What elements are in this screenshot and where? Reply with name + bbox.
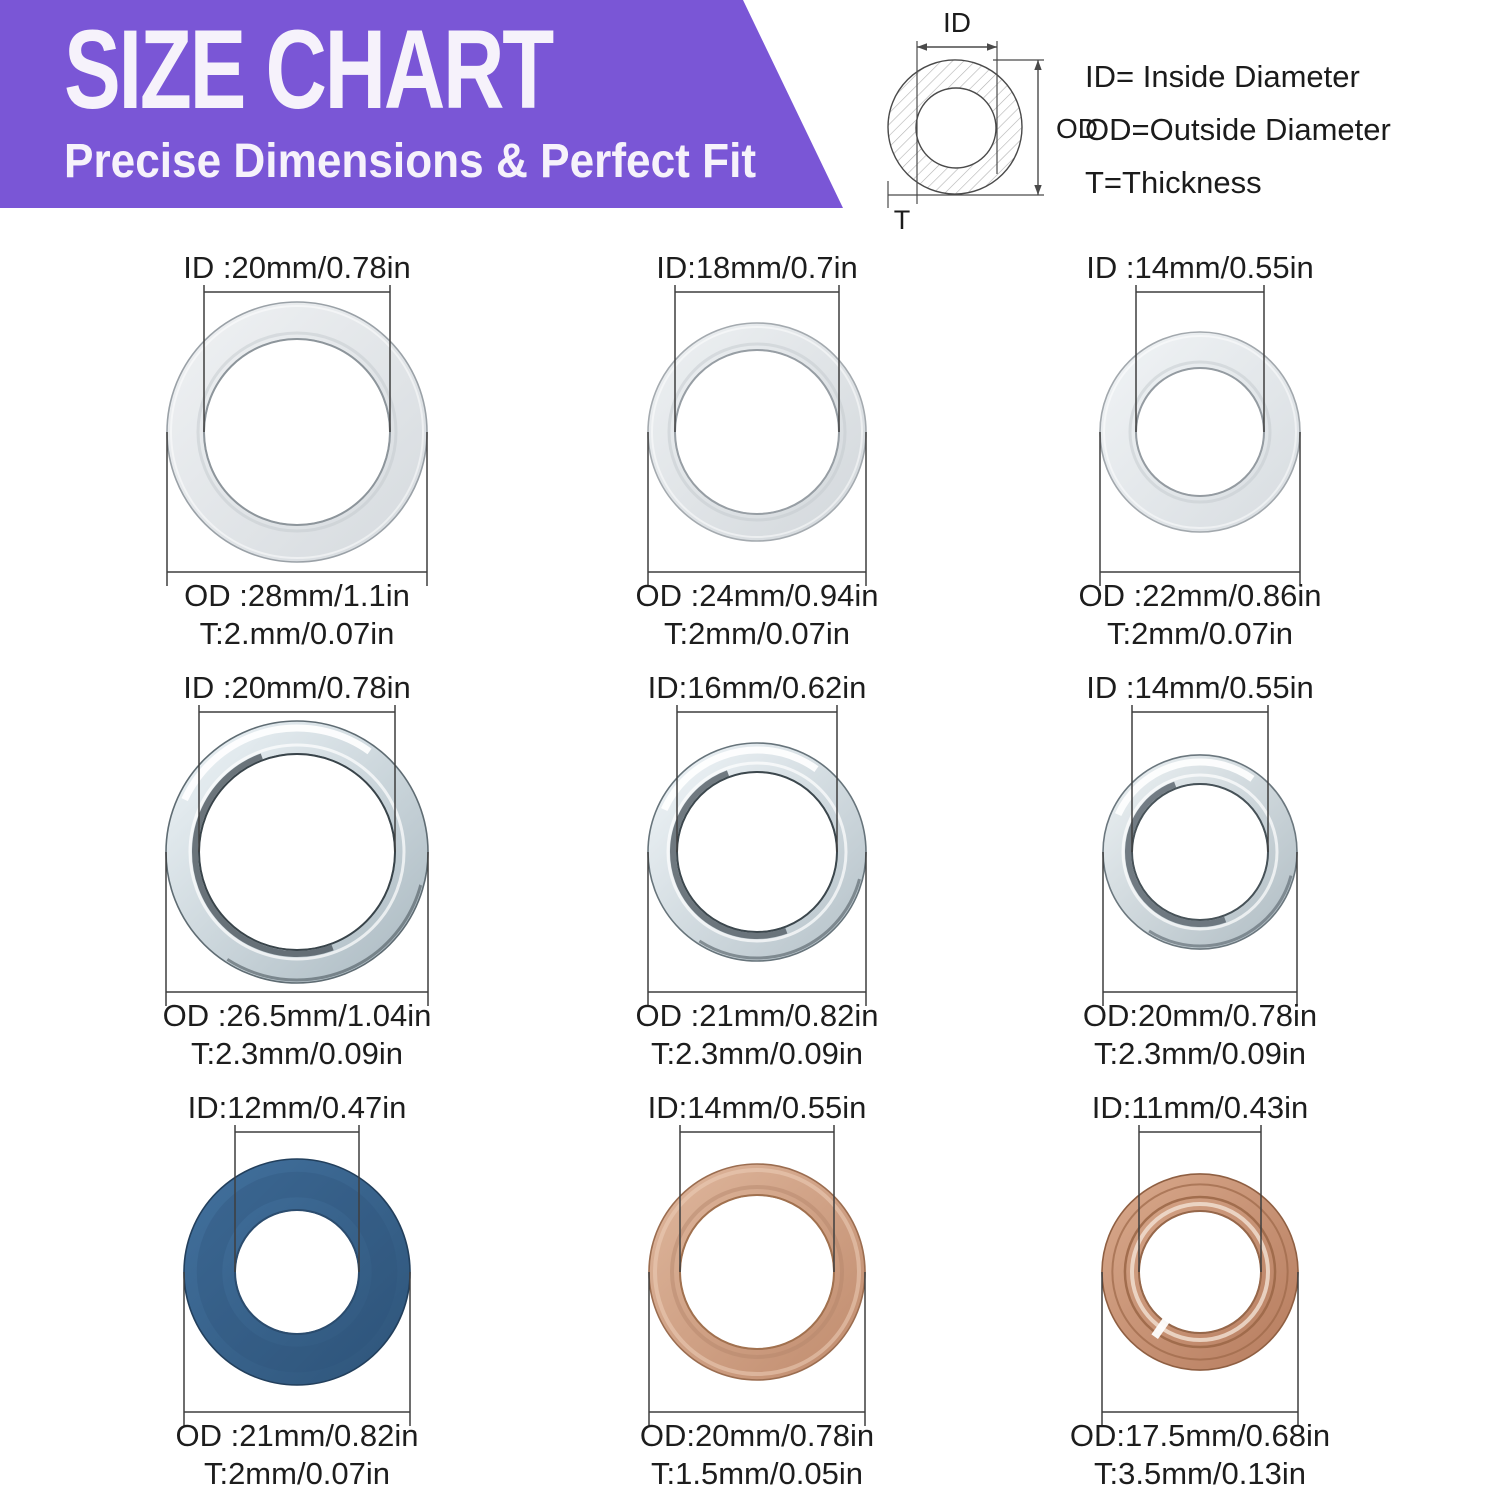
od-dimension-label: OD:17.5mm/0.68in [1069,1418,1331,1453]
diagram-od-label: OD [1056,113,1098,144]
id-dimension-label: ID:16mm/0.62in [647,670,867,705]
legend-inside-diameter: ID= Inside Diameter [1085,59,1360,94]
dimension-legend: ID= Inside Diameter OD=Outside Diameter … [1085,50,1391,209]
id-dimension-label: ID :14mm/0.55in [1086,250,1314,285]
od-dimension-label: OD :22mm/0.86in [1078,578,1322,613]
washer-graphic [183,1158,411,1386]
washer-graphic [1102,754,1298,950]
thickness-label: T:2mm/0.07in [1106,616,1294,651]
od-dimension-label: OD :24mm/0.94in [635,578,879,613]
dimension-lines [647,285,867,586]
dimension-lines [1099,285,1301,586]
washer-item-2: ID:18mm/0.7in OD :24mm/0.94in T:2mm/0.07… [527,240,987,656]
washer-image-2 [647,285,867,586]
washer-item-7: ID:12mm/0.47in OD :21mm/0.82in T:2mm/0.0… [67,1080,527,1496]
washer-graphic [166,301,428,563]
washer-item-1: ID :20mm/0.78in OD :28mm/1.1in T:2.mm/0.… [67,240,527,656]
od-dimension-label: OD:20mm/0.78in [1082,998,1318,1033]
thickness-label: T:2mm/0.07in [203,1456,391,1491]
dimension-lines [183,1125,411,1426]
page-title: SIZE CHART [64,7,554,132]
od-dimension-label: OD :28mm/1.1in [184,578,410,613]
dimension-lines [647,705,867,1006]
page-subtitle: Precise Dimensions & Perfect Fit [64,135,757,188]
washer-graphic [647,742,867,962]
od-dimension-label: OD :21mm/0.82in [175,1418,419,1453]
washer-image-6 [1102,705,1298,1006]
id-dimension-label: ID :20mm/0.78in [183,670,411,705]
washer-graphic [165,720,429,984]
legend-thickness: T=Thickness [1085,165,1262,200]
id-dimension-label: ID:12mm/0.47in [187,1090,407,1125]
od-dimension-label: OD :21mm/0.82in [635,998,879,1033]
washer-image-9 [1101,1125,1299,1426]
dimension-lines [1101,1125,1299,1426]
od-dimension-label: OD :26.5mm/1.04in [162,998,432,1033]
washer-image-1 [166,285,428,586]
thickness-label: T:1.5mm/0.05in [651,1456,863,1491]
id-dimension-label: ID :20mm/0.78in [183,250,411,285]
thickness-label: T:2.3mm/0.09in [191,1036,403,1071]
dimension-lines [165,705,429,1006]
header-banner: SIZE CHART Precise Dimensions & Perfect … [0,0,843,208]
legend-outside-diameter: OD=Outside Diameter [1085,112,1391,147]
washer-item-4: ID :20mm/0.78in OD :26.5mm/1.04in T:2.3m… [67,660,527,1076]
thickness-label: T:2.mm/0.07in [199,616,395,651]
dimension-lines [166,285,428,586]
washer-graphic [1101,1173,1299,1371]
thickness-label: T:2.3mm/0.09in [1094,1036,1306,1071]
dimension-lines [1102,705,1298,1006]
washer-item-3: ID :14mm/0.55in OD :22mm/0.86in T:2mm/0.… [970,240,1430,656]
id-dimension-label: ID:18mm/0.7in [656,250,858,285]
washer-image-5 [647,705,867,1006]
id-dimension-label: ID :14mm/0.55in [1086,670,1314,705]
id-dimension-label: ID:11mm/0.43in [1091,1090,1309,1125]
washer-image-4 [165,705,429,1006]
washer-item-8: ID:14mm/0.55in OD:20mm/0.78in T:1.5mm/0.… [527,1080,987,1496]
diagram-t-label: T [894,205,911,235]
washer-image-3 [1099,285,1301,586]
thickness-label: T:2.3mm/0.09in [651,1036,863,1071]
washer-item-9: ID:11mm/0.43in OD:17.5mm/0.68in T:3.5mm/… [970,1080,1430,1496]
thickness-label: T:3.5mm/0.13in [1094,1456,1306,1491]
washer-graphic [1099,331,1301,533]
od-dimension-label: OD:20mm/0.78in [639,1418,875,1453]
diagram-id-label: ID [943,8,971,38]
diagram-washer-section [887,59,1023,195]
thickness-label: T:2mm/0.07in [663,616,851,651]
id-dimension-label: ID:14mm/0.55in [647,1090,867,1125]
washer-image-7 [183,1125,411,1426]
washer-graphic [648,1163,866,1381]
dimension-lines [648,1125,866,1426]
washer-dimension-diagram: ID OD T [887,8,1098,235]
washer-item-5: ID:16mm/0.62in OD :21mm/0.82in T:2.3mm/0… [527,660,987,1076]
washer-graphic [647,322,867,542]
washer-image-8 [648,1125,866,1426]
washer-item-6: ID :14mm/0.55in OD:20mm/0.78in T:2.3mm/0… [970,660,1430,1076]
